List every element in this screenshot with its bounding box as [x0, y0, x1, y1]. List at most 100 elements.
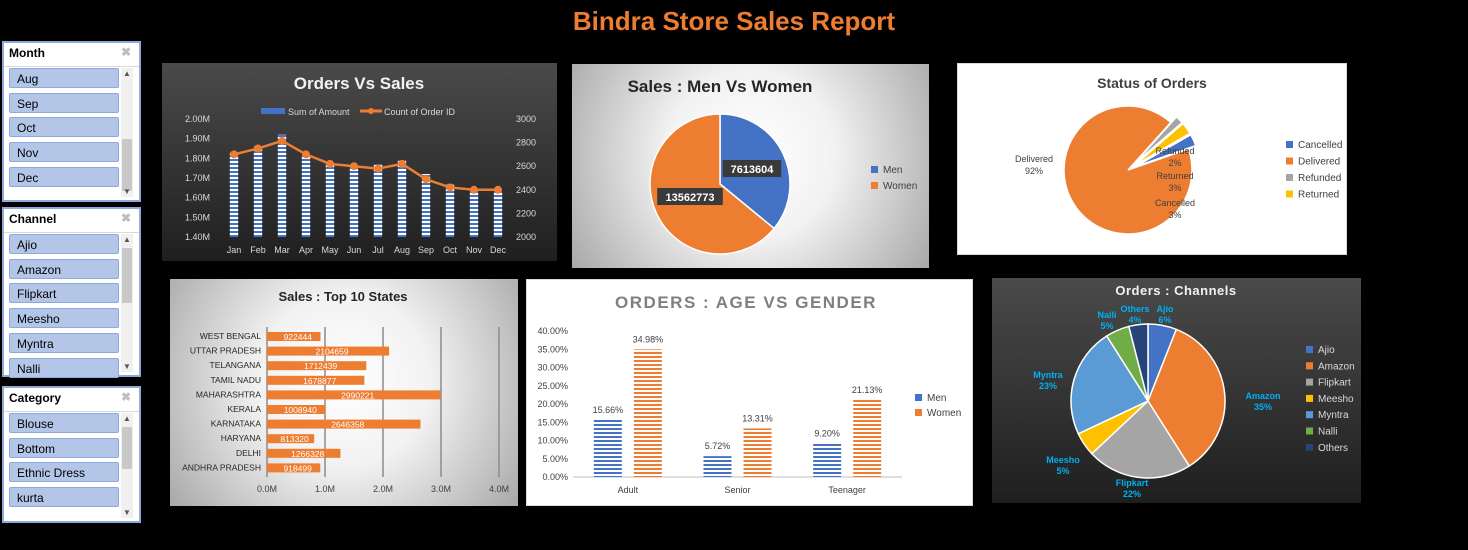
data-label: 21.13%: [852, 385, 883, 395]
legend-label: Flipkart: [1318, 378, 1351, 389]
data-label-amazon: Amazon: [1245, 391, 1280, 401]
data-label: 13.31%: [742, 413, 773, 423]
y-tick-label: MAHARASHTRA: [196, 389, 262, 399]
slicer-item-sep[interactable]: Sep: [9, 92, 119, 113]
data-label-value: 3%: [1168, 210, 1181, 220]
y-tick-label: 1.40M: [185, 232, 210, 242]
pie-slice-delivered: [1063, 105, 1193, 235]
point-order-count-dec: [494, 185, 502, 194]
slicer-item-bottom[interactable]: Bottom: [9, 437, 119, 458]
legend-label: Refunded: [1298, 173, 1341, 184]
scroll-down-icon[interactable]: ▼: [123, 362, 131, 371]
bar-women-adult: [633, 349, 662, 477]
data-label-delivered: Delivered: [1015, 154, 1053, 164]
legend-swatch-refunded: [1286, 174, 1293, 181]
point-order-count-oct: [446, 183, 454, 192]
x-tick-label: May: [321, 245, 339, 255]
slicer-scrollbar[interactable]: ▲ ▼: [121, 413, 133, 518]
scroll-thumb[interactable]: [122, 427, 132, 469]
clear-filter-icon[interactable]: ✖: [120, 390, 131, 404]
slicer-item-nalli[interactable]: Nalli: [9, 357, 119, 378]
x-tick-label: Mar: [274, 245, 290, 255]
y-tick-label: 2.00M: [185, 114, 210, 124]
bar-men-adult: [593, 419, 622, 477]
data-label-others: Others: [1120, 304, 1149, 314]
y2-tick-label: 2400: [516, 185, 536, 195]
clear-filter-icon[interactable]: ✖: [120, 211, 131, 225]
slicer-month: Month ✖ Aug Sep Oct Nov Dec ▲ ▼: [2, 41, 141, 202]
legend-label: Nalli: [1318, 427, 1337, 438]
slicer-item-oct[interactable]: Oct: [9, 117, 119, 138]
data-label-uttar-pradesh: 2104659: [315, 347, 348, 357]
scroll-up-icon[interactable]: ▲: [123, 69, 131, 78]
order-status-chart: Status of Orders Cancelled 3% Delivered 92% R…: [957, 63, 1347, 255]
chart-title: ORDERS : AGE VS GENDER: [615, 293, 877, 312]
y-tick-label: 15.00%: [537, 417, 568, 427]
data-label-telangana: 1712439: [304, 361, 337, 371]
bar-telangana: [267, 361, 367, 371]
y2-tick-label: 2200: [516, 208, 536, 218]
point-order-count-jul: [374, 164, 382, 173]
slicer-item-ethnic-dress[interactable]: Ethnic Dress: [9, 462, 119, 483]
x-tick-label: Jun: [347, 245, 362, 255]
bar-amount-nov: [469, 189, 479, 237]
data-label-value: 5%: [1056, 466, 1069, 476]
slicer-item-meesho[interactable]: Meesho: [9, 308, 119, 329]
slicer-scrollbar[interactable]: ▲ ▼: [121, 68, 133, 197]
legend-label: Men: [927, 393, 946, 404]
slicer-channel: Channel ✖ Ajio Amazon Flipkart Meesho Myntra Na…: [2, 207, 141, 378]
data-label-value: 5%: [1100, 321, 1113, 331]
slicer-item-ajio[interactable]: Ajio: [9, 234, 119, 254]
y-tick-label: 1.90M: [185, 134, 210, 144]
slicer-item-dec[interactable]: Dec: [9, 166, 119, 187]
data-label-delhi: 1266328: [291, 449, 324, 459]
slicer-item-aug[interactable]: Aug: [9, 68, 119, 88]
y2-tick-label: 2800: [516, 138, 536, 148]
legend-label: Men: [883, 165, 902, 176]
scroll-thumb[interactable]: [122, 248, 132, 304]
point-order-count-jan: [230, 150, 238, 159]
data-label-meesho: Meesho: [1046, 455, 1080, 465]
scroll-down-icon[interactable]: ▼: [123, 187, 131, 196]
chart-title: Sales : Top 10 States: [278, 289, 407, 304]
y-tick-label: 20.00%: [537, 399, 568, 409]
y-tick-label: UTTAR PRADESH: [190, 346, 261, 356]
data-label-box: [722, 160, 782, 177]
data-label-value: 23%: [1039, 381, 1057, 391]
legend-label: Ajio: [1318, 345, 1335, 356]
scroll-up-icon[interactable]: ▲: [123, 414, 131, 423]
legend-swatch-meesho: [1306, 394, 1313, 402]
clear-filter-icon[interactable]: ✖: [120, 45, 131, 59]
sales-gender-chart: Sales : Men Vs Women 7613604 13562773 Men Wo…: [572, 64, 929, 268]
scroll-thumb[interactable]: [122, 138, 132, 191]
data-label-cancelled: Cancelled: [1155, 198, 1195, 208]
slicer-item-myntra[interactable]: Myntra: [9, 332, 119, 353]
slicer-item-kurta[interactable]: kurta: [9, 487, 119, 508]
slicer-item-flipkart[interactable]: Flipkart: [9, 283, 119, 304]
legend-label: Women: [883, 181, 917, 192]
pie-slice-flipkart: [1090, 399, 1191, 479]
y-tick-label: 30.00%: [537, 363, 568, 373]
slicer-scrollbar[interactable]: ▲ ▼: [121, 234, 133, 372]
bar-amount-may: [325, 164, 335, 237]
y-tick-label: KARNATAKA: [211, 419, 262, 429]
bar-amount-jun: [349, 166, 359, 237]
slicer-item-nov[interactable]: Nov: [9, 142, 119, 163]
legend-swatch-amazon: [1306, 362, 1313, 370]
slicer-item-blouse[interactable]: Blouse: [9, 413, 119, 433]
point-order-count-mar: [278, 136, 286, 145]
slicer-item-amazon[interactable]: Amazon: [9, 258, 119, 279]
scroll-up-icon[interactable]: ▲: [123, 235, 131, 244]
legend-label: Returned: [1298, 190, 1339, 201]
y-tick-label: ANDHRA PRADESH: [182, 462, 261, 472]
bar-uttar-pradesh: [267, 346, 390, 356]
data-label-west-bengal: 922444: [284, 332, 313, 342]
scroll-down-icon[interactable]: ▼: [123, 508, 131, 517]
bar-kerala: [267, 405, 326, 414]
bar-delhi: [267, 448, 341, 458]
x-tick-label: Dec: [490, 245, 507, 255]
chart-title: Orders : Channels: [1115, 283, 1236, 298]
x-tick-label: Adult: [618, 485, 639, 495]
x-tick-label: 2.0M: [373, 484, 393, 494]
slicer-title: Channel ✖: [4, 209, 139, 233]
